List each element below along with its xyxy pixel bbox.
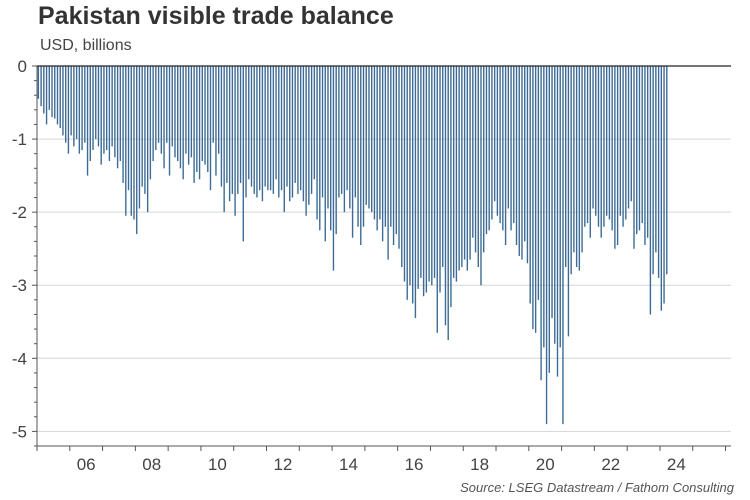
y-tick-label: -1	[12, 130, 27, 149]
source-note: Source: LSEG Datastream / Fathom Consult…	[460, 480, 734, 495]
axes	[32, 65, 731, 451]
x-tick-label: 08	[142, 455, 161, 474]
x-tick-label: 20	[536, 455, 555, 474]
x-tick-label: 22	[601, 455, 620, 474]
y-tick-label: -2	[12, 203, 27, 222]
bars	[37, 66, 668, 425]
x-tick-label: 10	[208, 455, 227, 474]
chart-subtitle: USD, billions	[40, 37, 132, 54]
y-tick-label: -3	[12, 276, 27, 295]
y-tick-label: 0	[18, 57, 27, 76]
tick-labels: 0 -1 -2 -3 -4 -5 06 08 10 12 14 16 18 20 22 24	[12, 57, 686, 474]
x-tick-label: 18	[470, 455, 489, 474]
x-tick-label: 14	[339, 455, 358, 474]
x-tick-label: 06	[77, 455, 96, 474]
x-tick-label: 12	[273, 455, 292, 474]
y-tick-label: -4	[12, 349, 27, 368]
y-tick-label: -5	[12, 422, 27, 441]
chart-title: Pakistan visible trade balance	[38, 2, 394, 30]
x-tick-label: 16	[405, 455, 424, 474]
x-tick-label: 24	[667, 455, 686, 474]
gridlines	[37, 138, 731, 432]
